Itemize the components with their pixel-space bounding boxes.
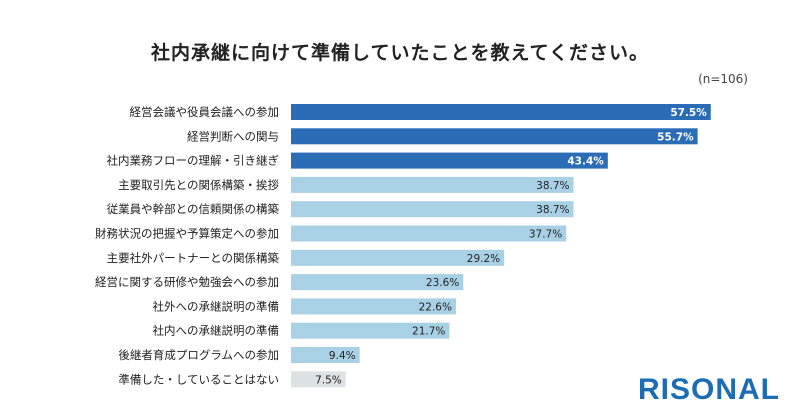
category-label: 経営会議や役員会議への参加	[130, 105, 280, 119]
category-label: 社内への承継説明の準備	[153, 324, 280, 338]
bar	[291, 371, 346, 388]
category-label: 経営に関する研修や勉強会への参加	[95, 275, 279, 289]
category-label: 主要社外パートナーとの関係構築	[107, 251, 280, 265]
value-label: 23.6%	[426, 277, 459, 289]
bar	[291, 225, 567, 242]
value-label: 37.7%	[529, 229, 562, 241]
category-label: 財務状況の把握や予算策定への参加	[95, 227, 279, 241]
bar	[291, 176, 574, 193]
value-label: 22.6%	[419, 301, 452, 313]
value-label: 9.4%	[329, 350, 356, 362]
bar	[291, 249, 505, 266]
bar	[291, 201, 574, 218]
category-label: 準備した・していることはない	[118, 372, 279, 386]
category-label: 後継者育成プログラムへの参加	[118, 348, 279, 362]
value-label: 21.7%	[412, 326, 445, 338]
value-label: 43.4%	[567, 156, 604, 168]
value-label: 29.2%	[467, 253, 500, 265]
category-label: 経営判断への関与	[187, 129, 279, 143]
bar	[291, 322, 450, 339]
category-label: 社外への承継説明の準備	[153, 299, 280, 313]
bar	[291, 274, 464, 291]
bar	[291, 347, 360, 363]
bar	[291, 128, 698, 145]
bar	[291, 298, 456, 315]
chart-title: 社内承継に向けて準備していたことを教えてください。	[151, 42, 649, 64]
value-label: 7.5%	[315, 374, 342, 386]
sample-size-note: (n=106)	[698, 72, 748, 86]
value-label: 38.7%	[536, 180, 569, 192]
value-label: 57.5%	[670, 107, 707, 119]
risonal-logo: RISONAL	[638, 373, 780, 406]
bar	[291, 104, 711, 120]
bar	[291, 152, 608, 169]
category-label: 従業員や幹部との信頼関係の構築	[107, 202, 280, 216]
value-label: 38.7%	[536, 204, 569, 216]
category-label: 社内業務フローの理解・引き継ぎ	[107, 154, 280, 168]
value-label: 55.7%	[657, 131, 694, 143]
category-label: 主要取引先との関係構築・挨拶	[118, 178, 279, 192]
